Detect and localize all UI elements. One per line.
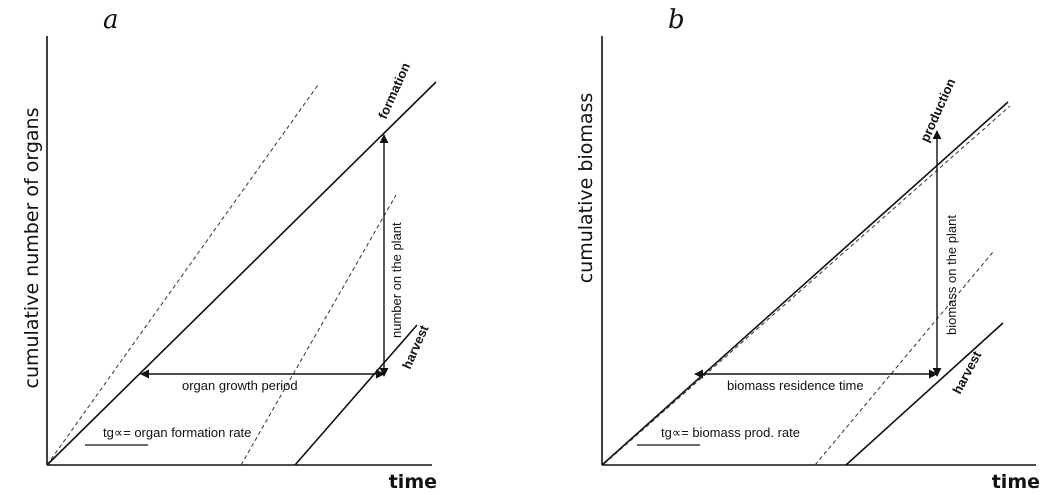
panel-a-formation-label: formation (375, 60, 413, 121)
panel-a-dashed-line (240, 194, 397, 466)
panel-a-vertical-arrow-label: number on the plant (389, 222, 404, 338)
panel-a-slope-label: tg∝= organ formation rate (103, 425, 251, 440)
panel-b-slope-label: tg∝= biomass prod. rate (661, 425, 800, 440)
panel-a-steep-dashed-line (46, 84, 319, 466)
panel-a-harvest-line (294, 324, 418, 466)
panel-a-formation-line (46, 81, 437, 466)
panel-b-letter: b (668, 5, 685, 35)
panel-b-dashed-line (814, 251, 994, 466)
panel-a-letter: a (103, 5, 119, 35)
panel-b-harvest-line (845, 322, 1004, 466)
panel-b-x-axis-label: time (992, 471, 1040, 493)
panel-a-horizontal-arrow-label: organ growth period (182, 378, 298, 393)
panel-b-production-dashed-line (603, 105, 1011, 465)
panel-b: b cumulative biomass time production har… (575, 5, 1040, 493)
panel-a-y-axis-label: cumulative number of organs (21, 108, 43, 389)
panel-b-production-label: production (917, 76, 958, 144)
panel-b-horizontal-arrow-label: biomass residence time (727, 378, 864, 393)
panel-a-x-axis-label: time (389, 471, 437, 493)
panel-b-harvest-label: harvest (949, 348, 984, 396)
panel-a: a cumulative number of organs time forma… (21, 5, 437, 493)
panel-b-vertical-arrow-label: biomass on the plant (944, 215, 959, 335)
panel-b-y-axis-label: cumulative biomass (575, 93, 597, 284)
